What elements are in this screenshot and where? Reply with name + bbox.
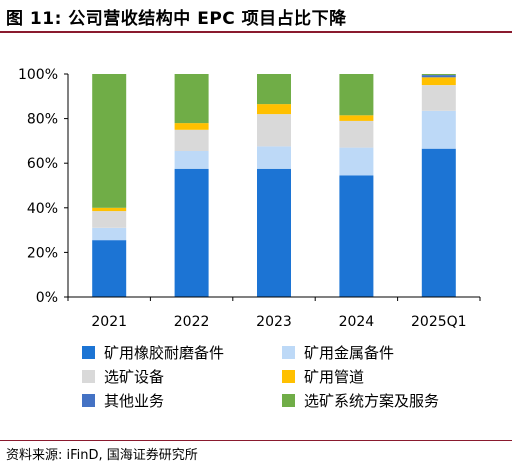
legend-swatch bbox=[282, 345, 295, 359]
bar-segment bbox=[421, 85, 456, 111]
bar-segment bbox=[174, 123, 209, 130]
bar-segment bbox=[339, 120, 374, 148]
bar-segment bbox=[92, 211, 127, 228]
legend-swatch bbox=[82, 393, 95, 407]
figure-title: 图 11: 公司营收结构中 EPC 项目占比下降 bbox=[6, 9, 347, 29]
x-axis: 2021 2022 2023 2024 2025Q1 bbox=[67, 296, 481, 330]
legend-swatch bbox=[82, 345, 95, 359]
legend-label: 选矿设备 bbox=[104, 367, 165, 386]
x-tick-label: 2024 bbox=[339, 314, 375, 330]
y-tick-label: 0% bbox=[36, 290, 58, 306]
bar-segment bbox=[257, 104, 291, 115]
legend-label: 矿用金属备件 bbox=[304, 343, 395, 362]
bar-segment bbox=[92, 227, 127, 241]
bar-segment bbox=[174, 129, 209, 151]
legend-item: 矿用管道 bbox=[282, 366, 364, 386]
bar-segment bbox=[339, 115, 374, 121]
bar-segment bbox=[92, 240, 127, 297]
bar-segment bbox=[421, 110, 456, 149]
y-tick-label: 100% bbox=[18, 67, 58, 83]
bar-segment bbox=[339, 74, 374, 116]
bar-segment bbox=[421, 77, 456, 86]
x-tick-label: 2021 bbox=[91, 314, 127, 330]
bar-segment bbox=[174, 168, 209, 297]
legend-item: 矿用橡胶耐磨备件 bbox=[82, 342, 224, 362]
y-axis: 0% 20% 40% 60% 80% 100% bbox=[18, 67, 69, 306]
legend-swatch bbox=[282, 369, 295, 383]
bar-segment bbox=[257, 146, 291, 169]
source-divider bbox=[0, 440, 512, 441]
bar-segment bbox=[174, 150, 209, 169]
bar-segment bbox=[421, 74, 456, 76]
x-tick-label: 2025Q1 bbox=[411, 314, 467, 330]
y-tick-label: 80% bbox=[27, 112, 58, 128]
bar-segment bbox=[257, 74, 291, 105]
legend-label: 矿用管道 bbox=[304, 367, 365, 386]
bar-segment bbox=[421, 75, 456, 78]
legend-item: 选矿系统方案及服务 bbox=[282, 390, 439, 410]
bar-segment bbox=[339, 147, 374, 176]
x-tick-label: 2023 bbox=[256, 314, 292, 330]
x-tick-label: 2022 bbox=[174, 314, 210, 330]
bar-segment bbox=[339, 175, 374, 297]
legend-swatch bbox=[282, 393, 295, 407]
bar-segment bbox=[257, 114, 291, 147]
legend-label: 选矿系统方案及服务 bbox=[304, 391, 440, 410]
stacked-bar-chart: 0% 20% 40% 60% 80% 100% 2021 2022 2023 2024 2025Q… bbox=[18, 67, 481, 330]
legend-swatch bbox=[82, 369, 95, 383]
bar-segment bbox=[257, 168, 291, 297]
source-note: 资料来源: iFinD, 国海证券研究所 bbox=[6, 448, 198, 463]
legend-item: 其他业务 bbox=[82, 390, 164, 410]
bar-segment bbox=[421, 148, 456, 297]
legend-item: 选矿设备 bbox=[82, 366, 164, 386]
bar-segment bbox=[92, 74, 127, 208]
y-tick-label: 60% bbox=[27, 156, 58, 172]
y-tick-label: 20% bbox=[27, 245, 58, 261]
bar-segment bbox=[174, 74, 209, 124]
bars-group bbox=[92, 74, 456, 297]
legend-label: 其他业务 bbox=[104, 391, 165, 410]
bar-segment bbox=[92, 207, 127, 212]
legend-item: 矿用金属备件 bbox=[282, 342, 394, 362]
legend-label: 矿用橡胶耐磨备件 bbox=[104, 343, 225, 362]
y-tick-label: 40% bbox=[27, 201, 58, 217]
title-divider bbox=[0, 31, 512, 33]
